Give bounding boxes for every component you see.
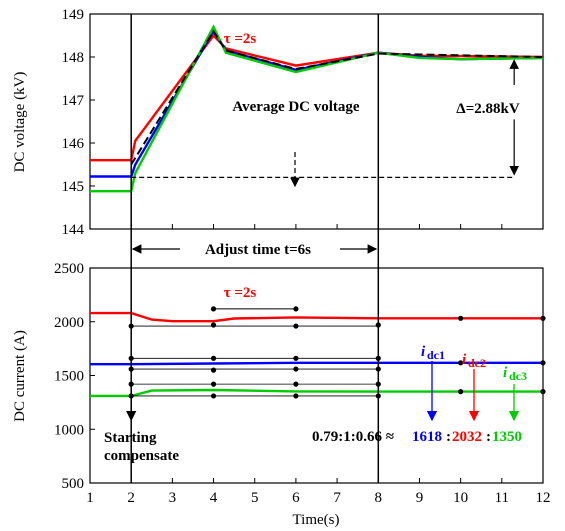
- ratio-idc3: 1350: [492, 429, 522, 445]
- marker-dot: [210, 322, 217, 328]
- marker-dot: [540, 389, 546, 395]
- marker-dot: [540, 315, 546, 321]
- x-tick-label: 2: [127, 490, 135, 506]
- series-line-3: [130, 29, 544, 166]
- average-dc-label: Average DC voltage: [232, 99, 360, 115]
- ratio-colon-2: :: [486, 429, 491, 445]
- x-tick-label: 4: [210, 490, 218, 506]
- current-y-tick-label: 2000: [54, 315, 84, 331]
- x-tick-label: 9: [416, 490, 424, 506]
- voltage-y-ticks: 144 145 146 147 148 149: [62, 7, 95, 238]
- marker-dot: [210, 306, 217, 312]
- voltage-y-tick-label: 149: [62, 7, 85, 23]
- current-tau-label: τ =2s: [224, 285, 257, 301]
- x-tick-label: 12: [536, 490, 551, 506]
- starting-label-line2: compensate: [104, 448, 179, 464]
- voltage-plot-frame: [89, 13, 544, 230]
- time-x-ticks: 1 2 3 4 5 6 7 8 9 10 11 12: [86, 224, 551, 506]
- x-tick-label: 7: [333, 490, 341, 506]
- current-y-tick-label: 1000: [54, 422, 84, 438]
- voltage-y-tick-label: 148: [62, 50, 85, 66]
- adjust-time-label: Adjust time t=6s: [205, 242, 311, 258]
- series-line-0: [90, 311, 543, 323]
- marker-dot: [458, 360, 464, 366]
- idc3-label-i: i: [503, 365, 508, 381]
- x-tick-label: 3: [169, 490, 177, 506]
- current-y-tick-label: 500: [62, 476, 85, 492]
- ratio-idc1: 1618: [412, 429, 442, 445]
- x-tick-label: 8: [375, 490, 383, 506]
- series-line-2: [90, 388, 543, 398]
- voltage-y-tick-label: 147: [62, 93, 85, 109]
- ratio-prefix: 0.79:1:0.66 ≈: [312, 429, 394, 445]
- idc1-label: i dc1: [421, 344, 445, 362]
- voltage-y-tick-label: 145: [62, 179, 85, 195]
- voltage-y-tick-label: 146: [62, 136, 85, 152]
- voltage-y-axis-label: DC voltage (kV): [12, 72, 28, 173]
- ratio-colon-1: :: [446, 429, 451, 445]
- voltage-y-tick-label: 144: [62, 222, 85, 238]
- idc3-label: i dc3: [503, 365, 527, 383]
- marker-dot: [458, 315, 464, 321]
- current-y-axis-label: DC current (A): [12, 330, 28, 422]
- current-y-tick-label: 2500: [54, 261, 84, 277]
- marker-dot: [458, 389, 464, 395]
- current-y-ticks: 500 1000 1500 2000 2500: [54, 261, 95, 492]
- ratio-label: 0.79:1:0.66 ≈ 1618 : 2032 : 1350: [312, 429, 522, 445]
- x-axis-label: Time(s): [293, 512, 340, 528]
- x-tick-label: 10: [453, 490, 468, 506]
- idc2-label: i dc2: [462, 352, 486, 370]
- series-line-2: [90, 24, 544, 193]
- series-line-1: [90, 361, 543, 366]
- series-line-0: [90, 33, 544, 162]
- marker-dot: [293, 306, 299, 312]
- current-series: [90, 306, 546, 399]
- voltage-series: [90, 24, 544, 193]
- starting-label-line1: Starting: [104, 430, 157, 446]
- marker-dot: [210, 367, 217, 373]
- idc1-label-sub: dc1: [427, 348, 445, 362]
- x-tick-label: 6: [292, 490, 300, 506]
- x-tick-label: 11: [495, 490, 509, 506]
- idc2-label-i: i: [462, 352, 467, 368]
- voltage-tau-label: τ =2s: [224, 31, 257, 47]
- x-tick-label: 5: [251, 490, 259, 506]
- idc3-label-sub: dc3: [509, 369, 527, 383]
- x-tick-label: 1: [86, 490, 94, 506]
- ratio-idc2: 2032: [452, 429, 482, 445]
- idc2-label-sub: dc2: [468, 356, 486, 370]
- marker-dot: [540, 360, 546, 366]
- delta-label: Δ=2.88kV: [456, 101, 520, 117]
- current-y-tick-label: 1500: [54, 369, 84, 385]
- idc1-label-i: i: [421, 344, 426, 360]
